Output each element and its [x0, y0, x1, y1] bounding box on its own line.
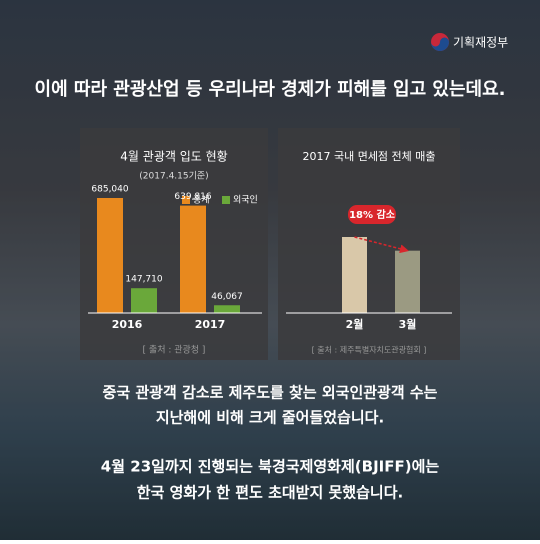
body-text: 지난해에 비해 크게 줄어들었습니다.: [156, 409, 384, 427]
annotation-box: [348, 205, 396, 224]
annotation: 18% 감소: [349, 209, 395, 221]
bar: [395, 250, 420, 313]
value-label: 46,067: [211, 292, 243, 302]
chart-title: 4월 관광객 입도 현황: [120, 150, 227, 164]
chart-title: 2017 국내 면세점 전체 매출: [302, 150, 435, 163]
legend-swatch: [222, 196, 230, 204]
bar: [214, 305, 240, 313]
value-label: 639,816: [174, 192, 211, 202]
logo: 기획재정부: [431, 33, 508, 51]
legend-label: 외국인: [233, 194, 258, 206]
body-text: 한국 영화가 한 편도 초대받지 못했습니다.: [137, 484, 403, 502]
source: [ 출처 : 제주특별자치도관광협회 ]: [312, 345, 427, 355]
value-label: 147,710: [125, 275, 162, 285]
panel: [278, 128, 460, 360]
body-text: 중국 관광객 감소로 제주도를 찾는 외국인관광객 수는: [103, 384, 438, 402]
source: [ 출처 : 관광청 ]: [143, 344, 206, 356]
value-label: 685,040: [91, 185, 128, 195]
x-tick-label: 2017: [195, 318, 226, 331]
x-tick-label: 2016: [112, 318, 143, 331]
legend-label: 총계: [193, 194, 210, 206]
bar: [131, 288, 157, 313]
x-tick-label: 2월: [346, 317, 364, 331]
logo-mark-blue: [431, 37, 449, 51]
legend-swatch: [182, 196, 190, 204]
trend-arrow: [354, 236, 409, 254]
logo-text: 기획재정부: [453, 36, 508, 50]
chart-subtitle: (2017.4.15기준): [139, 171, 208, 182]
bar: [342, 237, 367, 313]
bar: [97, 198, 123, 313]
x-tick-label: 3월: [399, 317, 417, 331]
headline: 이에 따라 관광산업 등 우리나라 경제가 피해를 입고 있는데요.: [35, 78, 506, 100]
body-text: 4월 23일까지 진행되는 북경국제영화제(BJIFF)에는: [101, 458, 440, 476]
bar: [180, 205, 206, 313]
